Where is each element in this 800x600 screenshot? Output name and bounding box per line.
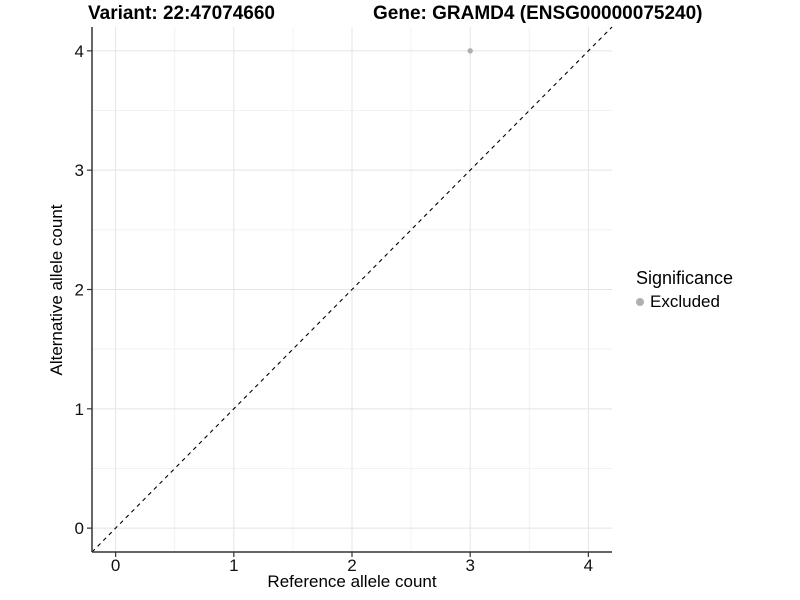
legend-item-label: Excluded — [650, 292, 720, 311]
legend-title: Significance — [636, 268, 734, 288]
y-tick-label: 3 — [75, 161, 84, 180]
legend-item-excluded: Excluded — [636, 292, 733, 312]
gene-title: Gene: GRAMD4 (ENSG00000075240) — [373, 3, 703, 24]
variant-title: Variant: 22:47074660 — [88, 3, 275, 24]
y-tick-label: 2 — [75, 281, 84, 300]
x-axis-title: Reference allele count — [267, 572, 437, 591]
y-tick-label: 1 — [75, 400, 84, 419]
y-tick-label: 4 — [75, 42, 84, 61]
y-axis-title: Alternative allele count — [47, 204, 66, 376]
legend: Significance Excluded — [636, 268, 733, 312]
data-point-excluded — [467, 48, 473, 54]
identity-line — [91, 26, 613, 553]
x-tick-label: 1 — [229, 556, 238, 575]
legend-marker-excluded — [636, 298, 644, 306]
y-tick-label: 0 — [75, 519, 84, 538]
x-tick-label: 3 — [465, 556, 474, 575]
x-tick-label: 4 — [584, 556, 593, 575]
x-tick-label: 2 — [347, 556, 356, 575]
x-tick-label: 0 — [111, 556, 120, 575]
